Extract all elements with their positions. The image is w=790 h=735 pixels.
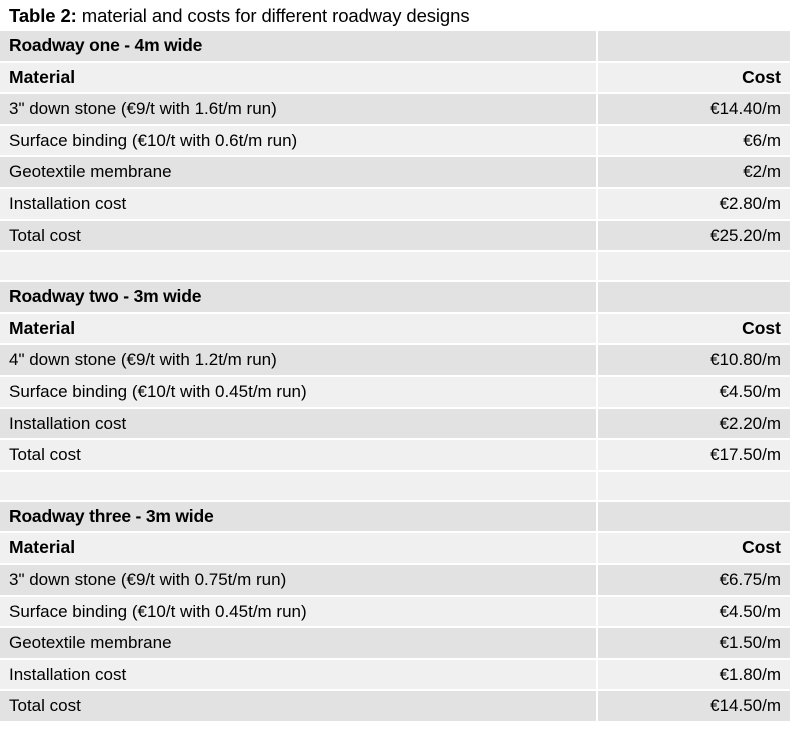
- column-header-row: Material Cost: [0, 61, 790, 95]
- spacer-cell: [597, 251, 790, 283]
- table-row: Geotextile membrane €1.50/m: [0, 627, 790, 660]
- spacer-cell: [0, 470, 598, 502]
- table-row: Total cost €17.50/m: [0, 439, 790, 472]
- table-row: Geotextile membrane €2/m: [0, 156, 790, 189]
- cost-cell: €1.50/m: [597, 627, 790, 660]
- section-title: Roadway two - 3m wide: [0, 281, 598, 314]
- material-cell: Geotextile membrane: [0, 156, 598, 189]
- caption-text: material and costs for different roadway…: [76, 5, 470, 26]
- table-row: 3" down stone (€9/t with 0.75t/m run) €6.…: [0, 563, 790, 597]
- table-row: Installation cost €1.80/m: [0, 658, 790, 692]
- material-cell: Installation cost: [0, 407, 598, 441]
- spacer-cell: [0, 251, 598, 283]
- cost-cell: €4.50/m: [597, 375, 790, 409]
- column-header-cost: Cost: [597, 312, 790, 346]
- material-cell: Installation cost: [0, 187, 598, 221]
- table-row: Total cost €14.50/m: [0, 690, 790, 723]
- column-header-row: Material Cost: [0, 532, 790, 565]
- material-cell: 3" down stone (€9/t with 0.75t/m run): [0, 563, 598, 597]
- cost-cell: €4.50/m: [597, 595, 790, 629]
- table-row: Surface binding (€10/t with 0.45t/m run)…: [0, 595, 790, 629]
- section-header-row: Roadway three - 3m wide: [0, 500, 790, 534]
- cost-cell: €10.80/m: [597, 344, 790, 377]
- material-cell: Installation cost: [0, 658, 598, 692]
- material-cell: Total cost: [0, 690, 598, 723]
- column-header-material: Material: [0, 532, 598, 565]
- section-spacer-row: [0, 251, 790, 283]
- cost-cell: €2.80/m: [597, 187, 790, 221]
- table-row: Installation cost €2.20/m: [0, 407, 790, 441]
- section-header-cost-cell: [597, 31, 790, 63]
- section-header-cost-cell: [597, 281, 790, 314]
- cost-cell: €6/m: [597, 124, 790, 158]
- material-cell: 4" down stone (€9/t with 1.2t/m run): [0, 344, 598, 377]
- table-row: 3" down stone (€9/t with 1.6t/m run) €14.…: [0, 93, 790, 126]
- table-row: Surface binding (€10/t with 0.45t/m run)…: [0, 375, 790, 409]
- material-cell: Geotextile membrane: [0, 627, 598, 660]
- table-row: 4" down stone (€9/t with 1.2t/m run) €10.…: [0, 344, 790, 377]
- section-header-row: Roadway two - 3m wide: [0, 281, 790, 314]
- material-cell: Surface binding (€10/t with 0.45t/m run): [0, 375, 598, 409]
- column-header-material: Material: [0, 61, 598, 95]
- material-cell: Total cost: [0, 219, 598, 253]
- cost-cell: €2/m: [597, 156, 790, 189]
- cost-cell: €17.50/m: [597, 439, 790, 472]
- table-caption: Table 2: material and costs for differen…: [0, 0, 790, 31]
- cost-cell: €1.80/m: [597, 658, 790, 692]
- column-header-material: Material: [0, 312, 598, 346]
- column-header-row: Material Cost: [0, 312, 790, 346]
- table-body: Roadway one - 4m wide Material Cost 3" down…: [0, 31, 790, 723]
- column-header-cost: Cost: [597, 61, 790, 95]
- section-header-cost-cell: [597, 500, 790, 534]
- section-spacer-row: [0, 470, 790, 502]
- roadway-costs-table: Roadway one - 4m wide Material Cost 3" down…: [0, 31, 790, 723]
- cost-cell: €6.75/m: [597, 563, 790, 597]
- table-footer-space: [0, 722, 790, 735]
- material-cell: Total cost: [0, 439, 598, 472]
- material-cell: 3" down stone (€9/t with 1.6t/m run): [0, 93, 598, 126]
- cost-cell: €14.50/m: [597, 690, 790, 723]
- column-header-cost: Cost: [597, 532, 790, 565]
- material-cell: Surface binding (€10/t with 0.45t/m run): [0, 595, 598, 629]
- section-title: Roadway one - 4m wide: [0, 31, 598, 63]
- caption-label: Table 2:: [9, 5, 77, 26]
- table-row: Surface binding (€10/t with 0.6t/m run) €…: [0, 124, 790, 158]
- cost-cell: €2.20/m: [597, 407, 790, 441]
- section-title: Roadway three - 3m wide: [0, 500, 598, 534]
- table-row: Installation cost €2.80/m: [0, 187, 790, 221]
- material-cell: Surface binding (€10/t with 0.6t/m run): [0, 124, 598, 158]
- table-row: Total cost €25.20/m: [0, 219, 790, 253]
- cost-cell: €25.20/m: [597, 219, 790, 253]
- spacer-cell: [597, 470, 790, 502]
- cost-cell: €14.40/m: [597, 93, 790, 126]
- section-header-row: Roadway one - 4m wide: [0, 31, 790, 63]
